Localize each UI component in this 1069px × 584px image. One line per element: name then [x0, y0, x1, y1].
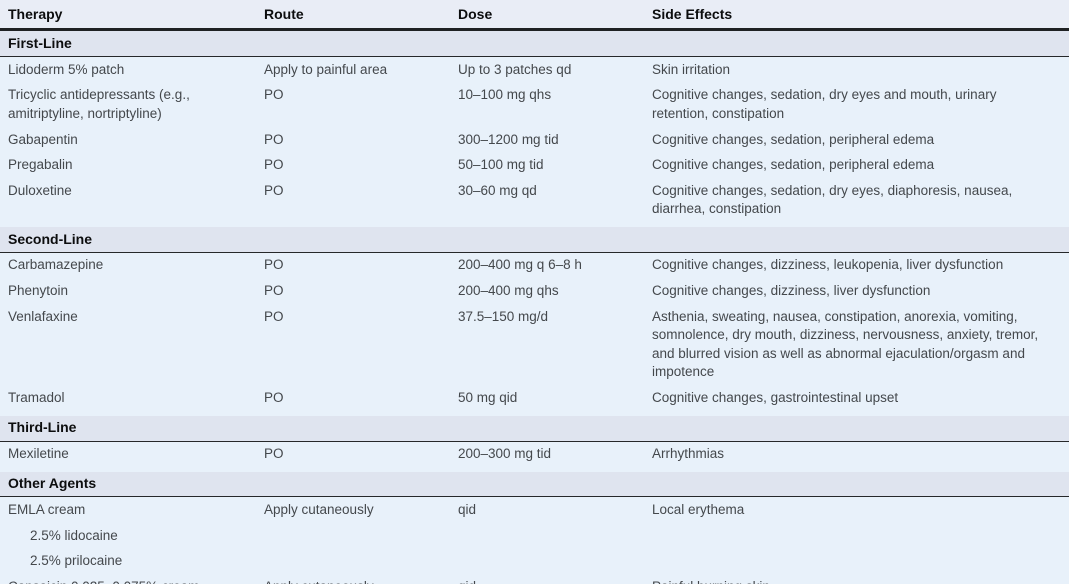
cell-side-effects: Asthenia, sweating, nausea, constipation…	[652, 308, 1039, 380]
cell-dose: 50–100 mg tid	[458, 157, 544, 173]
cell-side-effects: Cognitive changes, dizziness, leukopenia…	[652, 257, 1004, 273]
cell-route: Apply to painful area	[264, 61, 388, 77]
cell-dose	[450, 523, 644, 549]
cell-therapy: Gabapentin	[8, 131, 78, 147]
table-row: Venlafaxine PO 37.5–150 mg/d Asthenia, swea…	[0, 304, 1069, 386]
section-title: Third-Line	[8, 419, 77, 436]
cell-dose: 10–100 mg qhs	[458, 87, 552, 103]
table-row: Phenytoin PO 200–400 mg qhs Cognitive chang…	[0, 278, 1069, 305]
table-row: EMLA cream Apply cutaneously qid Local eryt…	[0, 497, 1069, 524]
cell-route: PO	[264, 157, 284, 173]
cell-route: PO	[264, 87, 284, 103]
cell-therapy: Mexiletine	[8, 446, 69, 461]
cell-route: PO	[264, 282, 284, 298]
cell-side-effects	[644, 549, 1069, 575]
table-row: Gabapentin PO 300–1200 mg tid Cognitive cha…	[0, 127, 1069, 153]
column-header-side-effects: Side Effects	[652, 6, 733, 22]
table-row: Lidoderm 5% patch Apply to painful area Up…	[0, 57, 1069, 83]
cell-therapy: Pregabalin	[8, 157, 73, 173]
cell-side-effects: Cognitive changes, gastrointestinal upse…	[652, 390, 899, 406]
cell-route: PO	[264, 182, 284, 198]
cell-side-effects: Painful burning skin	[644, 574, 1069, 584]
cell-route: PO	[264, 131, 284, 147]
section-header: Second-Line	[0, 227, 1069, 253]
cell-side-effects: Cognitive changes, dizziness, liver dysf…	[652, 282, 931, 298]
cell-therapy: Tricyclic antidepressants (e.g., amitrip…	[8, 87, 190, 121]
section-title: Other Agents	[8, 475, 97, 492]
table-row: Tricyclic antidepressants (e.g., amitrip…	[0, 82, 1069, 127]
section-header: Other Agents	[0, 471, 1069, 498]
cell-side-effects: Arrhythmias	[652, 446, 725, 461]
cell-therapy: Capsaicin 0.025–0.075% cream	[0, 574, 256, 584]
cell-therapy: Venlafaxine	[8, 308, 78, 324]
table-body: First-Line Lidoderm 5% patch Apply to pain…	[0, 31, 1069, 584]
cell-route	[256, 549, 450, 575]
cell-dose: 200–400 mg q 6–8 h	[458, 257, 582, 273]
cell-side-effects: Cognitive changes, sedation, dry eyes an…	[652, 87, 997, 121]
column-header-dose: Dose	[458, 6, 493, 22]
cell-side-effects: Cognitive changes, sedation, peripheral …	[652, 157, 935, 173]
cell-side-effects: Cognitive changes, sedation, dry eyes, d…	[652, 182, 1013, 217]
section-title: Second-Line	[8, 230, 93, 247]
cell-therapy: Duloxetine	[8, 182, 72, 198]
cell-dose: 300–1200 mg tid	[458, 131, 559, 147]
table-row: Carbamazepine PO 200–400 mg q 6–8 h Cogniti…	[0, 252, 1069, 279]
table-header-row: Therapy Route Dose Side Effects	[0, 0, 1069, 32]
section-header: First-Line	[0, 31, 1069, 58]
cell-dose: 37.5–150 mg/d	[458, 308, 549, 324]
cell-route: PO	[264, 257, 284, 273]
cell-route	[256, 523, 450, 549]
cell-side-effects: Skin irritation	[652, 61, 731, 77]
cell-therapy: Carbamazepine	[8, 257, 104, 273]
cell-therapy: Tramadol	[8, 390, 65, 406]
cell-therapy: 2.5% prilocaine	[30, 553, 123, 569]
cell-side-effects: Local erythema	[652, 501, 745, 517]
column-header-route: Route	[264, 6, 304, 22]
table-row: Duloxetine PO 30–60 mg qd Cognitive changes…	[0, 178, 1069, 227]
cell-therapy: Lidoderm 5% patch	[8, 61, 125, 77]
cell-route: Apply cutaneously	[256, 574, 450, 584]
cell-dose: 30–60 mg qd	[458, 182, 537, 198]
cell-route: PO	[264, 308, 284, 324]
table-row: Pregabalin PO 50–100 mg tid Cognitive chang…	[0, 152, 1069, 179]
column-header-therapy: Therapy	[8, 6, 63, 22]
section-header: Third-Line	[0, 415, 1069, 442]
cell-route: PO	[264, 390, 284, 406]
cell-dose: 200–400 mg qhs	[458, 282, 559, 298]
cell-dose: qid	[458, 501, 477, 517]
cell-therapy: EMLA cream	[8, 501, 86, 517]
cell-route: Apply cutaneously	[264, 501, 374, 517]
cell-dose	[450, 549, 644, 575]
cell-dose: qid	[450, 574, 644, 584]
cell-dose: Up to 3 patches qd	[458, 61, 572, 77]
table-row: 2.5% prilocaine	[0, 548, 1069, 575]
cell-side-effects	[644, 523, 1069, 549]
table-row: Mexiletine PO 200–300 mg tid Arrhythmias	[0, 441, 1069, 472]
cell-route: PO	[264, 446, 284, 461]
cell-dose: 200–300 mg tid	[458, 446, 552, 461]
cell-side-effects: Cognitive changes, sedation, peripheral …	[652, 131, 935, 147]
table-row: Tramadol PO 50 mg qid Cognitive changes, ga…	[0, 385, 1069, 416]
cell-dose: 50 mg qid	[458, 390, 518, 406]
cell-therapy: 2.5% lidocaine	[30, 527, 118, 543]
section-title: First-Line	[8, 34, 72, 51]
cell-therapy: Phenytoin	[8, 282, 69, 298]
table-row: 2.5% lidocaine	[0, 523, 1069, 549]
